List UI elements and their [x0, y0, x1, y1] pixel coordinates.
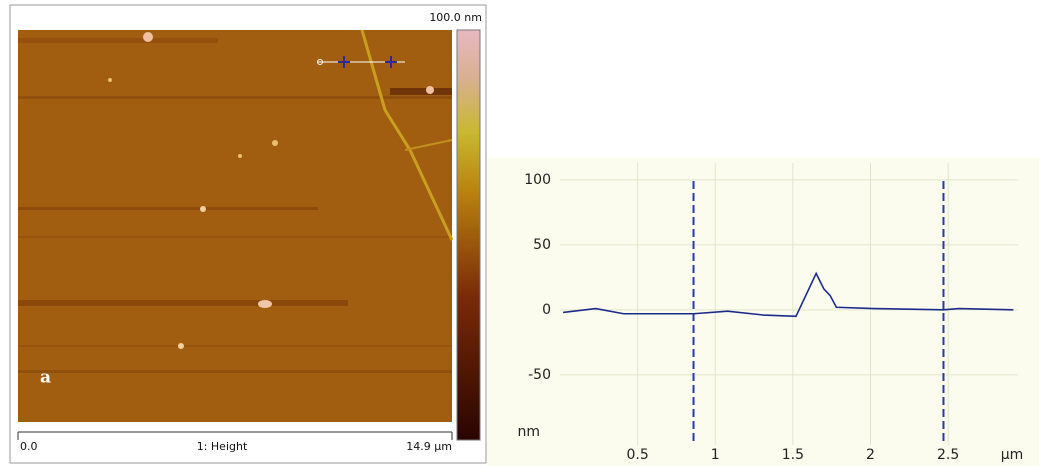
panel-label: a: [40, 368, 51, 388]
channel: 1: Height: [197, 440, 248, 453]
profile-line: [563, 271, 1014, 318]
color-bar: [456, 29, 481, 441]
x-tick-label: 2.5: [937, 447, 959, 463]
x-start: 0.0: [20, 440, 38, 453]
x-tick-label: 1.5: [782, 447, 804, 463]
afm-image: [18, 29, 454, 422]
scale-ends: [17, 432, 453, 440]
x-tick-label: 0.5: [626, 447, 648, 463]
y-tick-label: -50: [528, 367, 551, 383]
y-axis-label: nm: [517, 424, 540, 440]
y-tick-label: 0: [542, 302, 551, 318]
chart-background: [487, 158, 1039, 466]
x-tick-label: 2: [866, 447, 875, 463]
x-end: 14.9 µm: [406, 440, 452, 453]
x-axis-label: µm: [1001, 447, 1024, 463]
y-tick-label: 100: [524, 172, 551, 188]
x-tick-label: 1: [711, 447, 720, 463]
y-tick-label: 50: [533, 237, 551, 253]
scale-max: 100.0 nm: [429, 11, 482, 24]
